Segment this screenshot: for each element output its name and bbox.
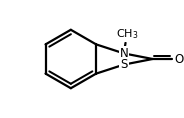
Text: N: N <box>120 47 128 60</box>
Text: O: O <box>174 53 184 65</box>
Text: S: S <box>120 58 128 71</box>
Text: CH$_3$: CH$_3$ <box>116 27 138 41</box>
